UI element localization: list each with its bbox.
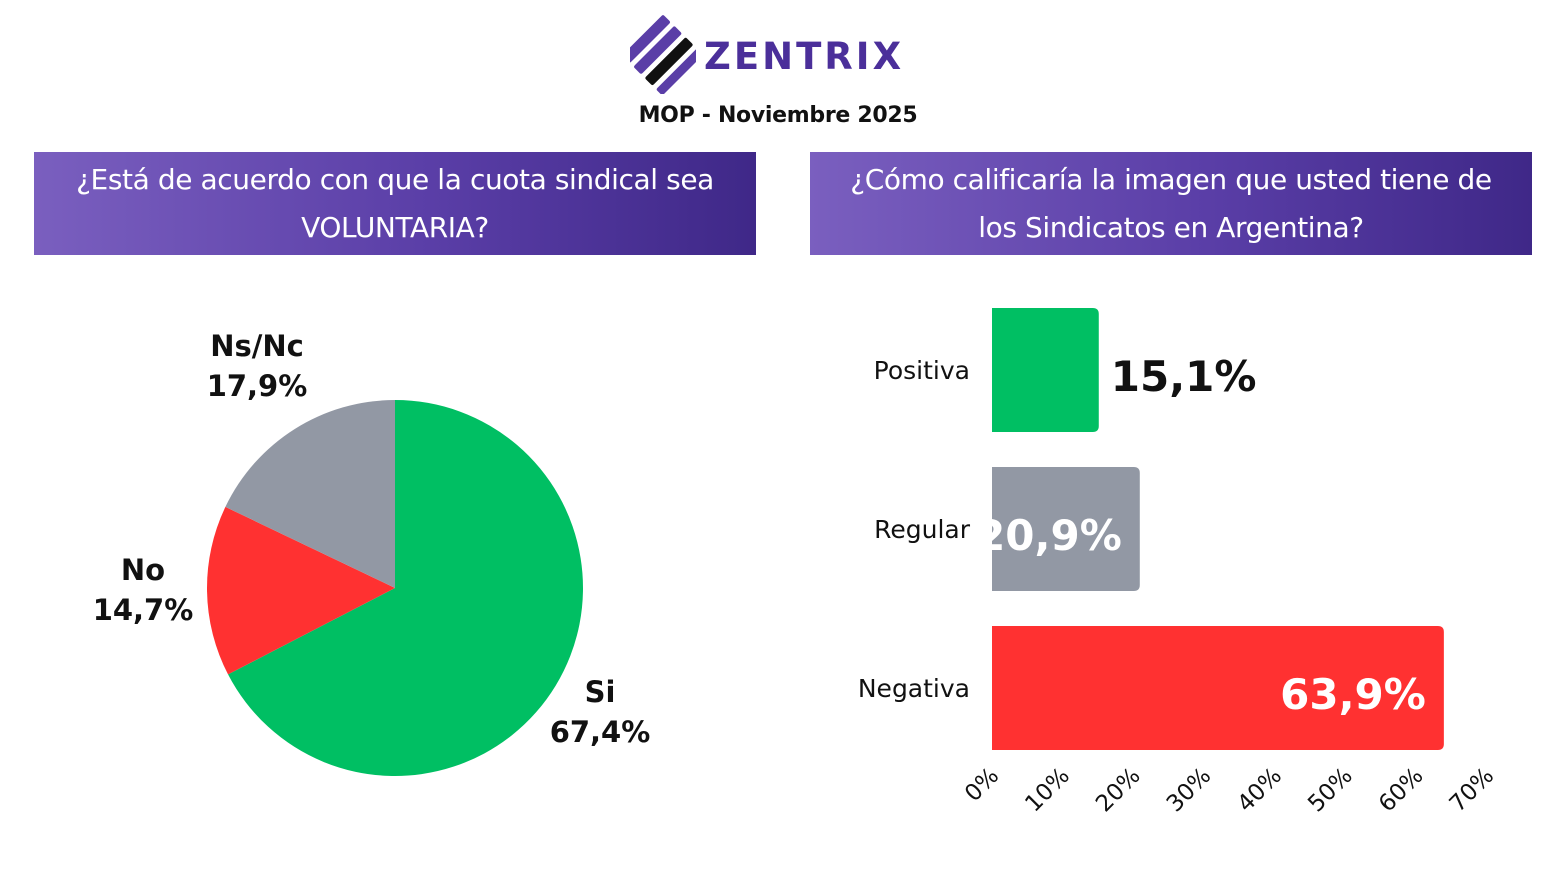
x-tick-label: 20% xyxy=(1091,763,1146,818)
x-tick-label: 30% xyxy=(1162,763,1217,818)
pie-label: No xyxy=(121,553,165,587)
pie-slice-ns-nc xyxy=(225,400,395,588)
bar-value-label: 63,9% xyxy=(1280,670,1426,719)
pie-label: Si xyxy=(585,675,616,709)
bar-rects xyxy=(992,308,1444,750)
bar-regular xyxy=(992,467,1140,591)
bar-category-label: Positiva xyxy=(874,356,970,385)
bar-value-label: 20,9% xyxy=(976,511,1122,560)
pie-slice-si xyxy=(228,400,584,776)
bar-category-label: Regular xyxy=(874,515,971,544)
pie-slices xyxy=(207,400,584,776)
zentrix-logo-icon xyxy=(630,15,696,94)
bar-category-labels: Positiva Regular Negativa xyxy=(858,356,971,703)
x-tick-label: 40% xyxy=(1233,763,1288,818)
x-tick-label: 10% xyxy=(1020,763,1075,818)
x-axis-ticks: 0% 10% 20% 30% 40% 50% 60% 70% xyxy=(960,763,1499,818)
pie-slice-no xyxy=(207,506,395,675)
bar-positiva xyxy=(992,308,1099,432)
bar-negativa xyxy=(992,626,1444,750)
pie-chart-title: ¿Está de acuerdo con que la cuota sindic… xyxy=(34,152,756,255)
pie-chart: Si 67,4% No 14,7% Ns/Nc 17,9% xyxy=(93,329,651,776)
pie-label: Ns/Nc xyxy=(210,329,304,363)
pie-value-label: 17,9% xyxy=(207,369,308,403)
bar-value-labels: 15,1% 20,9% 63,9% xyxy=(976,352,1426,719)
pie-value-label: 14,7% xyxy=(93,593,194,627)
bar-chart-title: ¿Cómo calificaría la imagen que usted ti… xyxy=(810,152,1532,255)
bar-value-label: 15,1% xyxy=(1111,352,1257,401)
x-tick-label: 60% xyxy=(1374,763,1429,818)
page-subtitle: MOP - Noviembre 2025 xyxy=(638,103,918,128)
x-tick-label: 50% xyxy=(1303,763,1358,818)
bar-category-label: Negativa xyxy=(858,674,970,703)
header: ZENTRIX MOP - Noviembre 2025 xyxy=(0,0,1556,140)
pie-value-label: 67,4% xyxy=(550,715,651,749)
x-tick-label: 70% xyxy=(1445,763,1500,818)
pie-labels: Si 67,4% No 14,7% Ns/Nc 17,9% xyxy=(93,329,651,749)
brand-name: ZENTRIX xyxy=(704,35,905,78)
x-tick-label: 0% xyxy=(960,763,1004,807)
